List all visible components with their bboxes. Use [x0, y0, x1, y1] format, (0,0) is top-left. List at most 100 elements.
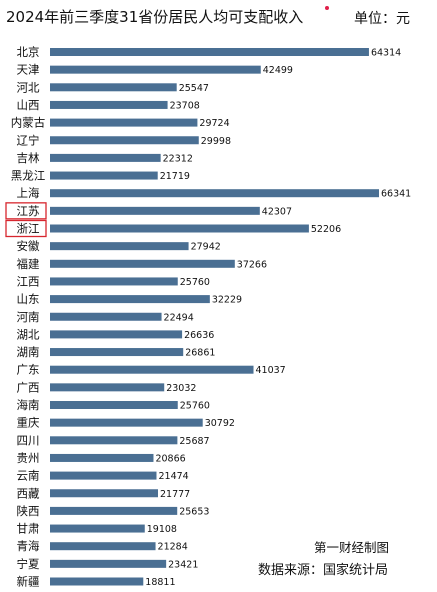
bar [50, 83, 177, 92]
bar [50, 383, 165, 392]
unit-label: 单位：元 [354, 11, 410, 27]
category-label: 陕西 [17, 504, 40, 518]
category-label: 福建 [17, 257, 40, 271]
bar [50, 401, 178, 409]
value-label: 23708 [170, 100, 200, 111]
bar [50, 453, 154, 462]
bar [50, 542, 156, 551]
value-label: 42307 [262, 206, 292, 217]
value-label: 22494 [164, 312, 194, 323]
chart-title: 2024年前三季度31省份居民人均可支配收入 [6, 8, 304, 26]
highlight-box [5, 219, 47, 238]
value-label: 21777 [160, 489, 190, 500]
category-label: 广东 [17, 363, 40, 377]
value-label: 26636 [184, 330, 214, 341]
bar [50, 242, 189, 251]
category-label: 北京 [17, 45, 40, 59]
bar [50, 436, 178, 445]
category-label: 天津 [17, 63, 40, 77]
bar [50, 312, 162, 321]
value-label: 18811 [145, 577, 175, 588]
value-label: 25760 [180, 401, 210, 412]
value-label: 25547 [179, 83, 209, 94]
category-label: 重庆 [17, 416, 40, 430]
category-label: 山东 [17, 292, 40, 306]
category-label: 吉林 [17, 151, 40, 165]
category-label: 贵州 [17, 451, 40, 465]
category-label: 山西 [17, 98, 40, 112]
bar [50, 118, 198, 127]
bar [50, 224, 309, 233]
category-label: 海南 [17, 398, 40, 412]
value-label: 27942 [191, 242, 221, 253]
bar [50, 295, 210, 304]
value-label: 21719 [160, 171, 190, 182]
bar [50, 489, 158, 498]
value-label: 19108 [147, 524, 177, 535]
category-label: 安徽 [17, 239, 40, 253]
value-label: 29724 [199, 118, 229, 129]
category-label: 上海 [17, 186, 40, 200]
value-label: 25653 [179, 506, 209, 517]
bar [50, 189, 379, 198]
category-label: 河南 [17, 310, 40, 324]
category-label: 青海 [17, 539, 40, 553]
category-label: 江西 [17, 274, 40, 288]
bar [50, 418, 203, 427]
category-label: 云南 [17, 469, 40, 483]
value-label: 66341 [381, 189, 411, 200]
value-label: 32229 [212, 295, 242, 306]
category-label: 江苏 [17, 204, 40, 218]
category-label: 内蒙古 [11, 116, 46, 130]
bar [50, 330, 183, 339]
bar [50, 365, 254, 374]
bar [50, 471, 157, 480]
bar [50, 348, 184, 357]
bar [50, 524, 145, 533]
bar [50, 277, 178, 286]
value-label: 30792 [205, 418, 235, 429]
bar [50, 577, 144, 586]
value-label: 42499 [263, 65, 293, 76]
value-label: 37266 [237, 259, 267, 270]
value-label: 29998 [201, 136, 231, 147]
value-label: 41037 [256, 365, 286, 376]
bar [50, 171, 158, 180]
bar [50, 206, 260, 215]
category-label: 四川 [17, 433, 40, 447]
value-label: 20866 [155, 453, 185, 464]
category-label: 湖北 [17, 327, 40, 341]
category-label: 浙江 [17, 222, 40, 236]
value-label: 26861 [185, 348, 215, 359]
value-label: 23032 [166, 383, 196, 394]
value-label: 21284 [158, 542, 188, 553]
category-label: 新疆 [17, 575, 40, 589]
red-dot-mark [325, 6, 329, 10]
publisher-label: 第一财经制图 [314, 540, 390, 555]
bar [50, 559, 167, 568]
category-label: 河北 [17, 80, 40, 94]
category-label: 宁夏 [17, 557, 40, 571]
category-label: 黑龙江 [11, 169, 46, 183]
value-label: 23421 [168, 559, 198, 570]
category-label: 广西 [17, 380, 40, 394]
bar [50, 153, 161, 162]
bar [50, 48, 369, 56]
value-label: 25687 [179, 436, 209, 447]
bar [50, 259, 235, 268]
category-label: 甘肃 [17, 522, 40, 536]
source-label: 数据来源：国家统计局 [258, 563, 389, 578]
bar [50, 65, 261, 74]
category-label: 西藏 [17, 486, 40, 500]
value-label: 21474 [158, 471, 188, 482]
value-label: 25760 [180, 277, 210, 288]
bar [50, 136, 199, 145]
category-label: 湖南 [17, 345, 40, 359]
value-label: 52206 [311, 224, 341, 235]
bar [50, 506, 178, 515]
bar [50, 100, 168, 109]
value-label: 64314 [371, 48, 401, 59]
value-label: 22312 [163, 153, 193, 164]
category-label: 辽宁 [17, 133, 40, 147]
